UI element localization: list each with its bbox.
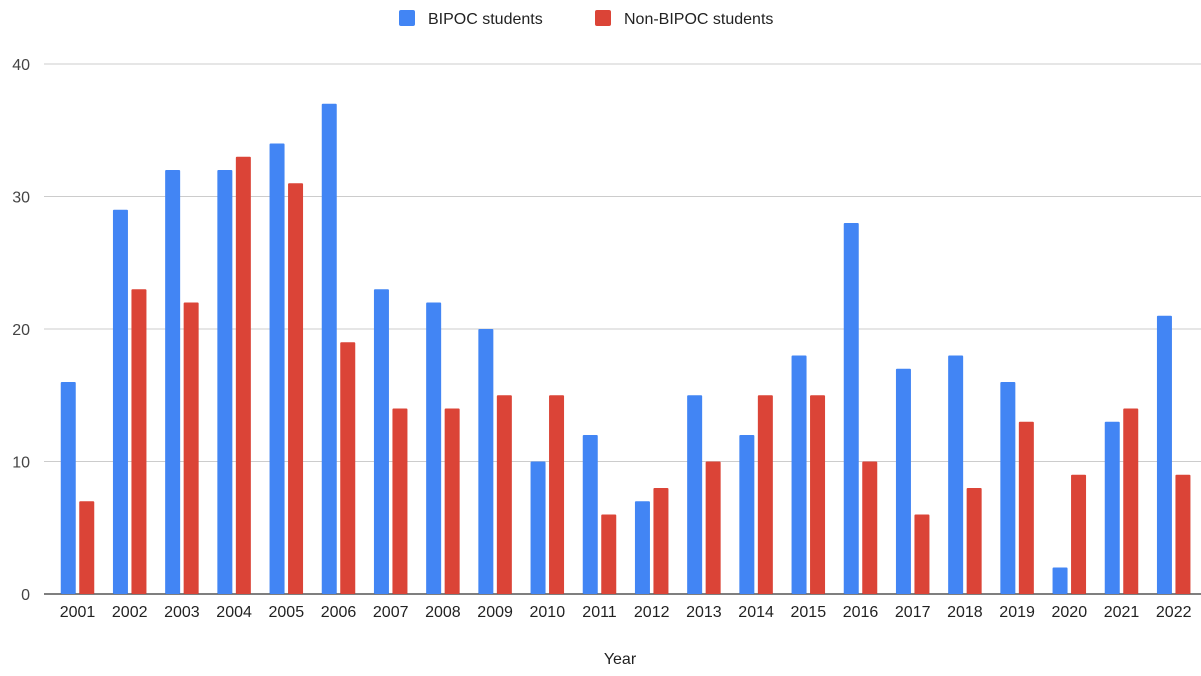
bar-bipoc-2012[interactable]	[634, 501, 650, 594]
x-axis-ticks: 2001 2002 2003 2004 2005 2006 2007 2008 2009 2010…	[60, 604, 1192, 621]
bar-bipoc-2021[interactable]	[1104, 421, 1120, 594]
bar-non-bipoc-2016[interactable]	[862, 461, 878, 595]
bar-bipoc-2002[interactable]	[112, 209, 128, 594]
y-tick-label: 0	[21, 587, 30, 604]
legend-swatch-non-bipoc	[595, 10, 611, 26]
x-tick-label: 2019	[999, 604, 1035, 621]
x-tick-label: 2009	[477, 604, 513, 621]
x-tick-label: 2003	[164, 604, 200, 621]
x-tick-label: 2012	[634, 604, 670, 621]
bar-non-bipoc-2001[interactable]	[79, 501, 95, 594]
x-tick-label: 2008	[425, 604, 461, 621]
bar-bipoc-2001[interactable]	[60, 382, 76, 594]
y-tick-label: 20	[12, 322, 30, 339]
bar-non-bipoc-2008[interactable]	[444, 408, 460, 595]
bar-bipoc-2019[interactable]	[1000, 382, 1016, 594]
bar-non-bipoc-2017[interactable]	[914, 514, 930, 595]
bar-non-bipoc-2003[interactable]	[183, 302, 199, 595]
legend-label-bipoc: BIPOC students	[428, 11, 543, 28]
bar-bipoc-2005[interactable]	[269, 143, 285, 595]
bar-non-bipoc-2021[interactable]	[1123, 408, 1139, 595]
x-tick-label: 2016	[843, 604, 879, 621]
legend-swatch-bipoc	[399, 10, 415, 26]
x-tick-label: 2021	[1104, 604, 1140, 621]
bar-bipoc-2020[interactable]	[1052, 567, 1068, 595]
y-tick-label: 30	[12, 190, 30, 207]
bar-bipoc-2016[interactable]	[843, 223, 859, 594]
x-tick-label: 2015	[791, 604, 827, 621]
bar-non-bipoc-2020[interactable]	[1071, 474, 1087, 594]
bar-bipoc-2010[interactable]	[530, 461, 546, 595]
bar-non-bipoc-2013[interactable]	[705, 461, 721, 595]
bar-bipoc-2008[interactable]	[426, 302, 442, 595]
bar-bipoc-2013[interactable]	[687, 395, 703, 594]
x-tick-label: 2001	[60, 604, 96, 621]
bar-bipoc-2006[interactable]	[321, 103, 337, 594]
x-tick-label: 2006	[321, 604, 357, 621]
x-tick-label: 2017	[895, 604, 931, 621]
bar-bipoc-2015[interactable]	[791, 355, 807, 595]
bar-non-bipoc-2007[interactable]	[392, 408, 408, 595]
bar-non-bipoc-2018[interactable]	[966, 488, 982, 594]
legend: BIPOC students Non-BIPOC students	[399, 10, 773, 28]
x-tick-label: 2020	[1052, 604, 1088, 621]
bar-bipoc-2007[interactable]	[373, 289, 389, 594]
bar-non-bipoc-2009[interactable]	[496, 395, 512, 594]
x-tick-label: 2014	[738, 604, 774, 621]
bar-non-bipoc-2022[interactable]	[1175, 474, 1191, 594]
x-tick-label: 2002	[112, 604, 148, 621]
bar-non-bipoc-2006[interactable]	[340, 342, 356, 594]
bar-bipoc-2018[interactable]	[948, 355, 964, 595]
bar-non-bipoc-2019[interactable]	[1018, 421, 1034, 594]
bar-non-bipoc-2002[interactable]	[131, 289, 147, 594]
x-tick-label: 2022	[1156, 604, 1192, 621]
bar-non-bipoc-2005[interactable]	[288, 183, 304, 594]
x-axis-title: Year	[604, 651, 637, 668]
y-tick-label: 10	[12, 455, 30, 472]
bar-non-bipoc-2004[interactable]	[235, 156, 251, 594]
bars	[60, 103, 1191, 595]
bar-bipoc-2011[interactable]	[582, 435, 598, 594]
y-axis-ticks: 0 10 20 30 40	[12, 57, 30, 604]
legend-label-non-bipoc: Non-BIPOC students	[624, 11, 773, 28]
bar-bipoc-2004[interactable]	[217, 170, 233, 594]
x-tick-label: 2007	[373, 604, 409, 621]
x-tick-label: 2013	[686, 604, 722, 621]
bar-bipoc-2017[interactable]	[895, 368, 911, 594]
bar-non-bipoc-2015[interactable]	[810, 395, 826, 594]
x-tick-label: 2011	[582, 604, 617, 621]
x-tick-label: 2005	[269, 604, 305, 621]
bar-non-bipoc-2012[interactable]	[653, 488, 669, 594]
bar-bipoc-2003[interactable]	[165, 170, 181, 594]
bar-non-bipoc-2011[interactable]	[601, 514, 617, 595]
y-tick-label: 40	[12, 57, 30, 74]
bar-bipoc-2014[interactable]	[739, 435, 755, 594]
bar-non-bipoc-2014[interactable]	[757, 395, 773, 594]
bar-bipoc-2022[interactable]	[1156, 315, 1172, 594]
bar-bipoc-2009[interactable]	[478, 329, 494, 594]
bar-non-bipoc-2010[interactable]	[549, 395, 565, 594]
x-tick-label: 2010	[530, 604, 566, 621]
x-tick-label: 2018	[947, 604, 983, 621]
x-tick-label: 2004	[216, 604, 252, 621]
